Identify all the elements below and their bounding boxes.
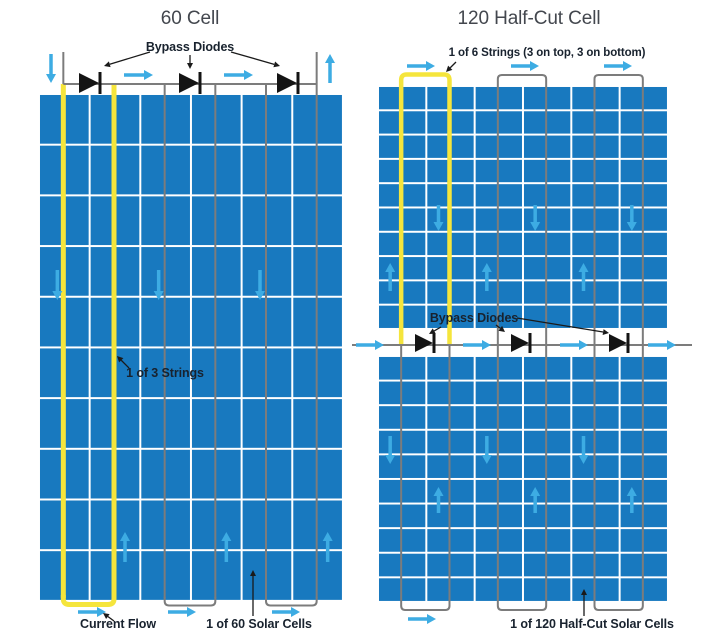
label-pointer	[109, 51, 151, 65]
flow-arrow-right-head	[482, 340, 491, 350]
flow-arrow-down-head	[46, 74, 56, 83]
flow-arrow-right-head	[244, 70, 253, 80]
bypass-diode-icon	[511, 334, 529, 352]
label-pointer	[449, 61, 457, 69]
string-loop	[400, 600, 451, 611]
right-cell-label: 1 of 120 Half-Cut Solar Cells	[510, 617, 674, 631]
right-bypass-diodes-label: Bypass Diodes	[429, 311, 519, 325]
right-module-top-grid	[377, 85, 667, 328]
flow-arrow-right-head	[375, 340, 384, 350]
label-pointer-head	[273, 61, 280, 68]
label-pointer-head	[104, 61, 111, 68]
left-module-grid	[38, 93, 342, 600]
left-panel-title: 60 Cell	[160, 8, 220, 29]
right-panel-title: 120 Half-Cut Cell	[457, 8, 601, 29]
flow-arrow-right-head	[291, 607, 300, 617]
label-pointer-head	[446, 65, 453, 72]
flow-arrow-right-head	[427, 614, 436, 624]
bypass-diode-icon	[609, 334, 627, 352]
bypass-diode-icon	[277, 73, 297, 93]
string-loop	[496, 600, 548, 611]
left-bypass-diodes-label: Bypass Diodes	[145, 40, 235, 54]
flow-arrow-right-head	[144, 70, 153, 80]
left-strings-label: 1 of 3 Strings	[126, 366, 204, 380]
bypass-diode-icon	[415, 334, 433, 352]
left-cell-label: 1 of 60 Solar Cells	[206, 617, 312, 631]
label-pointer-head	[602, 329, 609, 335]
flow-arrow-right-head	[530, 61, 539, 71]
flow-arrow-right-head	[426, 61, 435, 71]
label-pointer-head	[187, 63, 193, 69]
current-flow-label: Current Flow	[80, 617, 156, 631]
flow-arrow-right-head	[579, 340, 588, 350]
right-module-bottom-grid	[377, 355, 667, 601]
flow-arrow-right-head	[97, 607, 106, 617]
bypass-diode-icon	[79, 73, 99, 93]
string-loop	[593, 600, 644, 611]
label-pointer	[230, 51, 275, 65]
flow-arrow-right-head	[187, 607, 196, 617]
right-strings-label: 1 of 6 Strings (3 on top, 3 on bottom)	[448, 47, 646, 59]
label-pointer-head	[429, 328, 436, 334]
bypass-diode-icon	[179, 73, 199, 93]
flow-arrow-right-head	[667, 340, 676, 350]
flow-arrow-right-head	[623, 61, 632, 71]
flow-arrow-up-head	[325, 54, 335, 63]
